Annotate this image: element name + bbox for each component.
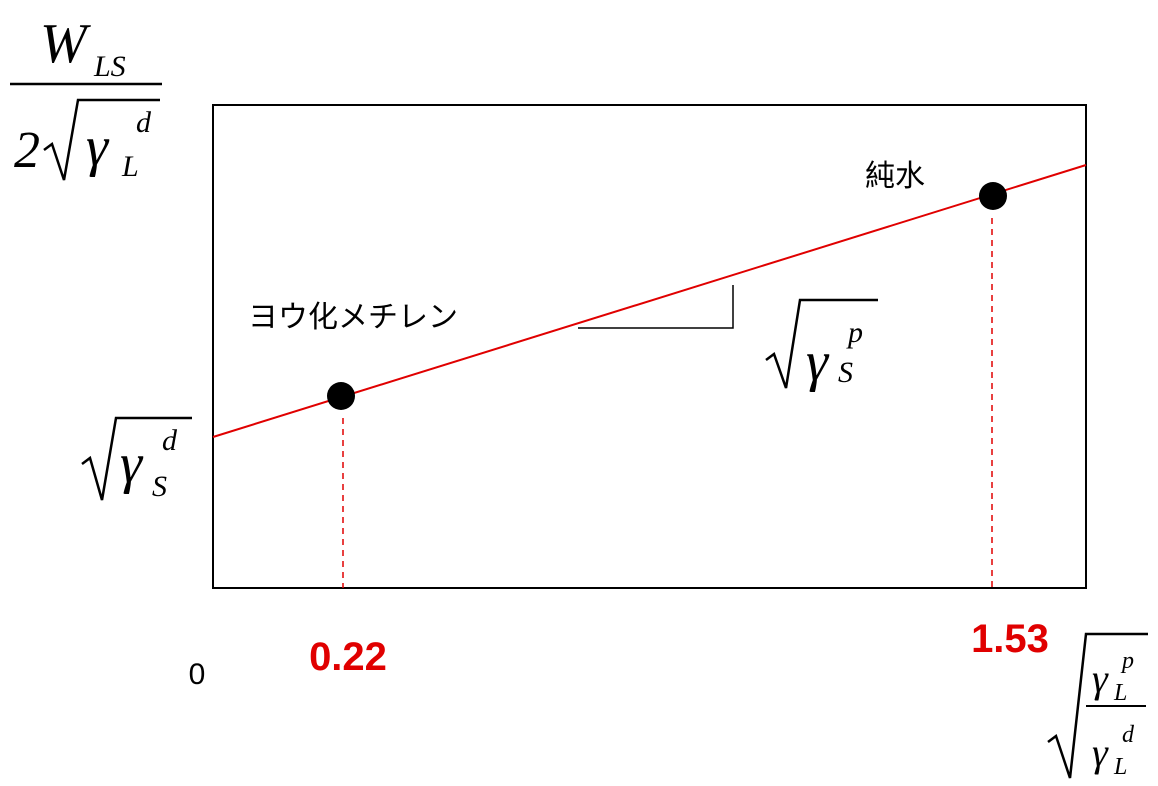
math-symbol: W: [40, 13, 91, 75]
point-label: ヨウ化メチレン: [248, 301, 458, 334]
math-subscript: LS: [93, 50, 126, 83]
math-subscript: S: [152, 470, 167, 503]
point-label: 純水: [865, 160, 925, 193]
math-subscript: L: [1113, 754, 1127, 780]
radical: [43, 98, 160, 181]
math-coefficient: 2: [14, 122, 40, 179]
radical: [1047, 632, 1148, 779]
data-point: [327, 382, 355, 410]
math-superscript: d: [162, 424, 178, 457]
math-subscript: S: [838, 356, 853, 389]
x-value-label: 0.22: [309, 635, 387, 679]
math-symbol: γ: [806, 331, 830, 393]
math-superscript: d: [1122, 722, 1135, 748]
plot-frame: [212, 104, 1087, 589]
math-subscript: L: [1113, 680, 1127, 706]
radical: [81, 416, 192, 501]
math-symbol: γ: [1092, 730, 1109, 775]
radical: [765, 298, 878, 389]
slope-triangle: [578, 285, 734, 329]
math-superscript: d: [136, 106, 152, 139]
math-superscript: p: [846, 316, 863, 349]
math-superscript: p: [1120, 648, 1134, 674]
fit-line: [212, 164, 1087, 438]
data-point: [979, 182, 1007, 210]
origin-label: 0: [189, 658, 206, 691]
math-subscript: L: [121, 150, 139, 183]
math-symbol: γ: [86, 116, 110, 178]
math-symbol: γ: [120, 433, 144, 495]
math-symbol: γ: [1092, 656, 1109, 701]
x-value-label: 1.53: [971, 617, 1049, 661]
